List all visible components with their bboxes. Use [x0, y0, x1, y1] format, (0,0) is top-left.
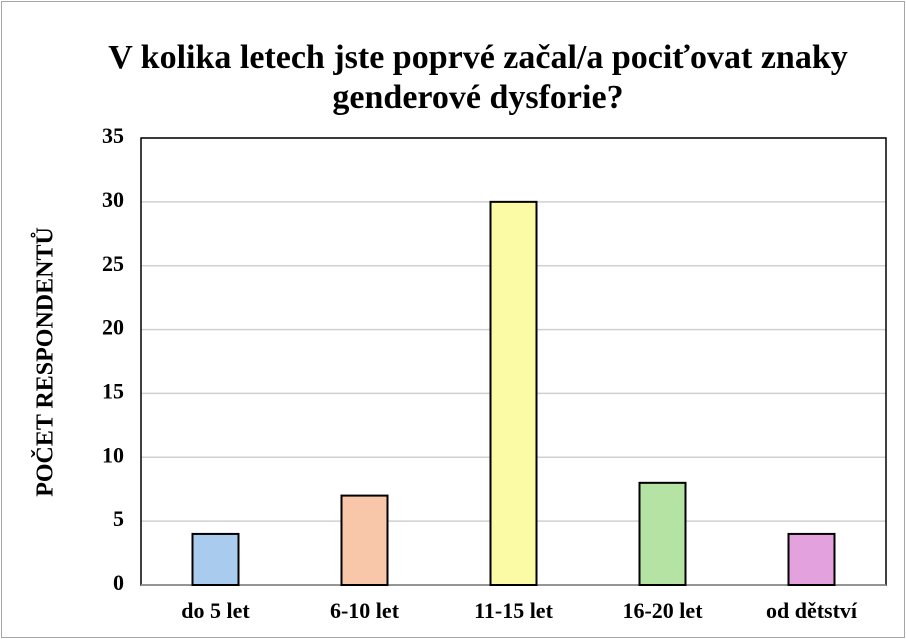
y-tick-label: 25: [102, 251, 124, 276]
x-tick-label: 11-15 let: [474, 598, 553, 623]
x-tick-label: od dětství: [766, 598, 858, 623]
y-tick-label: 0: [113, 570, 124, 595]
bar: [787, 532, 836, 587]
x-tick-label: do 5 let: [181, 598, 250, 623]
bar: [191, 532, 240, 587]
x-tick-label: 16-20 let: [622, 598, 703, 623]
x-tick-label: 6-10 let: [330, 598, 400, 623]
bar: [340, 494, 389, 587]
y-tick-label: 20: [102, 315, 124, 340]
bar: [638, 481, 687, 587]
y-tick-label: 15: [102, 378, 124, 403]
bar: [489, 200, 538, 586]
y-tick-label: 5: [113, 506, 124, 531]
y-tick-label: 35: [102, 123, 124, 148]
y-axis-label: POČET RESPONDENTŮ: [31, 227, 59, 497]
chart-title: V kolika letech jste poprvé začal/a poci…: [108, 39, 848, 116]
y-tick-label: 10: [102, 442, 124, 467]
y-tick-label: 30: [102, 187, 124, 212]
